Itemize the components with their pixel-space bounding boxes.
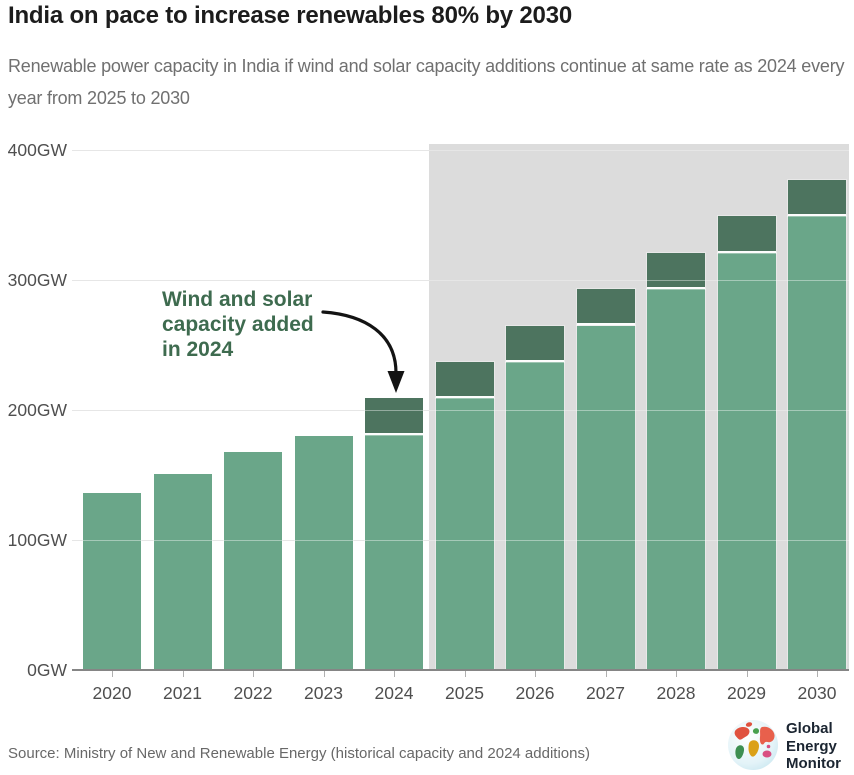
bar-base-segment-2021 — [153, 472, 213, 671]
x-axis-tick-2022 — [253, 671, 254, 677]
x-axis-tick-2029 — [746, 671, 748, 677]
y-axis-label: 200GW — [7, 400, 67, 420]
annotation-label: Wind and solar capacity added in 2024 — [162, 288, 314, 361]
y-axis-label: 300GW — [7, 270, 67, 290]
bar-base-segment-2030 — [787, 215, 847, 671]
bar-addition-segment-2030 — [787, 178, 847, 218]
bar-base-segment-2022 — [223, 450, 283, 671]
bar-addition-segment-2025 — [435, 360, 495, 400]
source-note: Source: Ministry of New and Renewable En… — [8, 745, 590, 762]
x-axis-label-2026: 2026 — [515, 683, 555, 703]
bar-addition-segment-2029 — [717, 215, 777, 254]
bar-base-segment-2028 — [646, 288, 706, 671]
bar-base-segment-2029 — [717, 251, 777, 671]
logo-wordmark: Global Energy Monitor — [786, 720, 841, 773]
x-axis-tick-2020 — [112, 671, 113, 677]
x-axis-label-2020: 2020 — [92, 683, 132, 703]
x-axis-tick-2025 — [464, 671, 466, 677]
bar-base-segment-2027 — [576, 324, 636, 671]
y-axis-label: 400GW — [7, 140, 67, 160]
bar-addition-segment-2027 — [576, 288, 636, 327]
y-gridline — [72, 280, 849, 281]
bar-addition-segment-2028 — [646, 251, 706, 291]
logo-line-3: Monitor — [786, 755, 841, 772]
x-axis-label-2027: 2027 — [586, 683, 625, 703]
logo-line-1: Global — [786, 720, 833, 737]
x-axis-tick-2027 — [605, 671, 607, 677]
x-axis-label-2028: 2028 — [656, 683, 696, 703]
page-title: India on pace to increase renewables 80%… — [8, 2, 572, 29]
gem-logo: Global Energy Monitor — [727, 718, 852, 773]
y-axis-label: 0GW — [27, 660, 67, 680]
forecast-band — [429, 144, 849, 670]
bar-addition-segment-2024 — [364, 397, 424, 436]
page-subtitle: Renewable power capacity in India if win… — [8, 56, 845, 108]
x-axis-tick-2028 — [676, 671, 677, 677]
bar-base-segment-2025 — [435, 397, 495, 671]
x-axis-label-2023: 2023 — [304, 683, 343, 703]
bar-base-segment-2024 — [364, 433, 424, 671]
bar-addition-segment-2026 — [505, 324, 565, 363]
x-axis-label-2025: 2025 — [445, 683, 484, 703]
x-axis-tick-2030 — [817, 671, 818, 677]
x-axis-label-2024: 2024 — [374, 683, 414, 703]
bar-base-segment-2026 — [505, 360, 565, 671]
x-axis-label-2022: 2022 — [233, 683, 273, 703]
x-axis-tick-2024 — [394, 671, 395, 677]
y-gridline-overlay — [72, 280, 849, 281]
annotation-arrow-icon — [321, 310, 405, 393]
axis-baseline — [72, 669, 849, 671]
logo-line-2: Energy — [786, 737, 837, 755]
x-axis-label-2030: 2030 — [797, 683, 837, 703]
y-gridline-overlay — [72, 540, 849, 541]
y-gridline-overlay — [72, 410, 849, 411]
globe-icon — [728, 720, 778, 770]
y-gridline-overlay — [72, 150, 849, 151]
x-axis-tick-2021 — [182, 671, 184, 677]
y-gridline — [72, 150, 849, 151]
x-axis-tick-2023 — [323, 671, 325, 677]
bar-base-segment-2020 — [82, 492, 142, 671]
x-axis-tick-2026 — [535, 671, 536, 677]
x-axis-label-2029: 2029 — [727, 683, 766, 703]
y-axis-label: 100GW — [7, 530, 67, 550]
bar-base-segment-2023 — [294, 435, 354, 671]
x-axis-label-2021: 2021 — [163, 683, 202, 703]
